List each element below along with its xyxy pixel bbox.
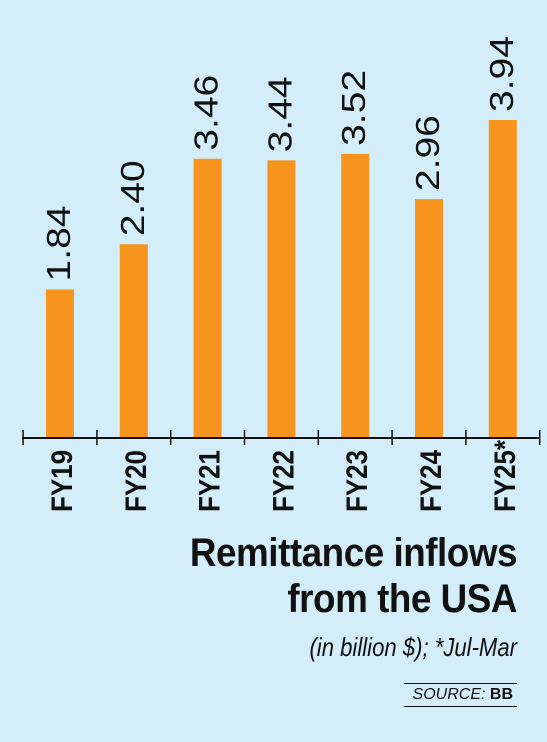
category-label-fy23: FY23: [341, 450, 374, 512]
bar-fy19: [46, 289, 74, 438]
value-labels-group: 1.84 2.40 3.46 3.44 3.52 2.96 3.94: [40, 36, 520, 281]
chart-title-line-2: from the USA: [287, 577, 517, 621]
source-label: SOURCE:: [412, 686, 486, 703]
bar-fy23: [341, 153, 370, 438]
value-label-fy25: 3.94: [483, 36, 520, 112]
category-label-fy25: FY25*: [489, 440, 522, 512]
bars-group: [46, 120, 517, 438]
value-label-fy23: 3.52: [335, 70, 372, 146]
bar-fy22: [267, 160, 296, 438]
source-value: BB: [489, 686, 513, 703]
value-label-fy21: 3.46: [188, 75, 225, 151]
chart-subtitle: (in billion $); *Jul-Mar: [309, 632, 517, 662]
category-label-fy19: FY19: [46, 450, 79, 512]
bar-fy20: [119, 244, 148, 438]
bar-fy21: [193, 158, 222, 438]
category-label-fy21: FY21: [194, 450, 227, 512]
category-label-fy20: FY20: [120, 450, 153, 512]
tick-dividers-group: [22, 430, 541, 445]
value-label-fy19: 1.84: [40, 205, 77, 281]
value-label-fy20: 2.40: [114, 160, 151, 236]
chart-title-line-1: Remittance inflows: [189, 531, 518, 575]
chart-title: Remittance inflows from the USA: [131, 530, 518, 622]
value-label-fy22: 3.44: [261, 76, 298, 152]
source-credit: SOURCE: BB: [404, 683, 517, 707]
category-label-fy22: FY22: [267, 450, 300, 512]
category-label-fy24: FY24: [415, 450, 448, 512]
category-labels-group: FY19 FY20 FY21 FY22 FY23 FY24 FY25*: [46, 440, 522, 512]
bar-chart: 1.84 2.40 3.46 3.44 3.52 2.96 3.94 FY19 FY20 FY2…: [22, 36, 541, 512]
bar-fy24: [415, 199, 443, 438]
bar-fy25: [488, 120, 517, 438]
value-label-fy24: 2.96: [409, 115, 446, 191]
